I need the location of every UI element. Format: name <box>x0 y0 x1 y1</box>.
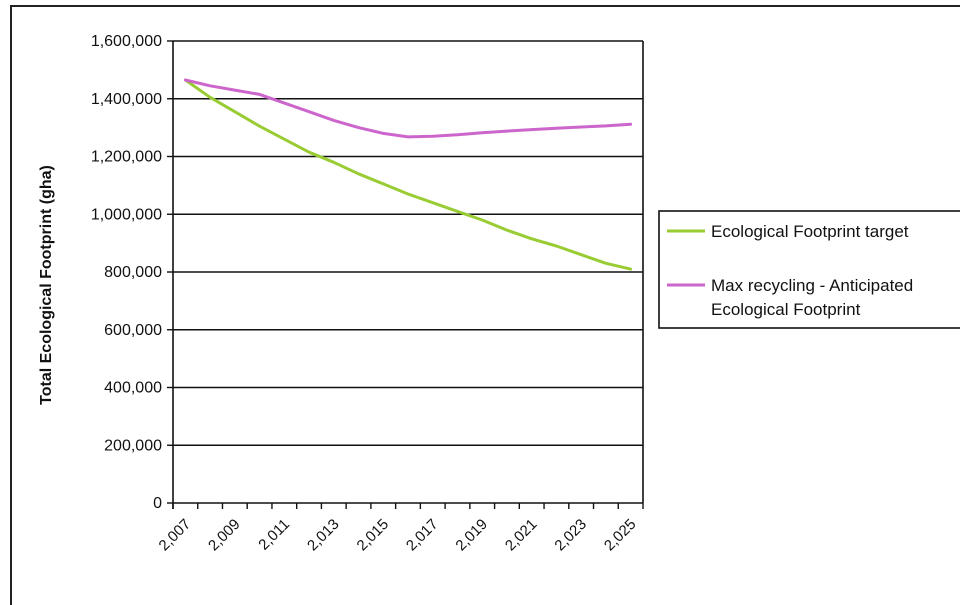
y-axis: 0 200,000 400,000 600,000 800,000 1,000,000 1,… <box>91 33 173 512</box>
y-tick-label: 1,400,000 <box>91 91 162 108</box>
gridlines <box>173 40 643 504</box>
x-tick-label: 2,023 <box>551 516 590 555</box>
legend-label-2: Max recycling - Anticipated Ecological Fo… <box>711 276 913 319</box>
x-tick-label: 2,019 <box>452 516 491 555</box>
legend-box <box>658 210 960 329</box>
x-tick-label: 2,013 <box>304 516 343 555</box>
y-tick-label: 400,000 <box>104 380 162 397</box>
y-tick-label: 1,200,000 <box>91 149 162 166</box>
y-tick-label: 0 <box>153 495 162 512</box>
x-tick-label: 2,009 <box>205 516 244 555</box>
series-line-1 <box>183 78 633 271</box>
series-line-2 <box>183 78 633 139</box>
y-tick-label: 800,000 <box>104 264 162 281</box>
x-tick-label: 2,007 <box>156 516 195 555</box>
x-tick-label: 2,021 <box>502 516 541 555</box>
legend-label-1: Ecological Footprint target <box>711 222 909 241</box>
y-axis-label: Total Ecological Footprint (gha) <box>38 165 55 405</box>
y-tick-label: 1,000,000 <box>91 206 162 223</box>
y-tick-label: 1,600,000 <box>91 33 162 50</box>
x-tick-label: 2,025 <box>601 516 640 555</box>
x-tick-label: 2,015 <box>354 516 393 555</box>
series-lines <box>183 78 633 271</box>
y-tick-label: 600,000 <box>104 322 162 339</box>
x-tick-label: 2,017 <box>403 516 442 555</box>
x-axis: 2,007 2,009 2,011 2,013 2,015 2,017 2,019 2,021… <box>156 503 644 555</box>
plot-area <box>172 41 644 509</box>
chart-frame <box>10 5 960 605</box>
y-tick-label: 200,000 <box>104 437 162 454</box>
legend: Ecological Footprint target Max recycling… <box>658 210 960 329</box>
x-tick-label: 2,011 <box>255 516 293 554</box>
